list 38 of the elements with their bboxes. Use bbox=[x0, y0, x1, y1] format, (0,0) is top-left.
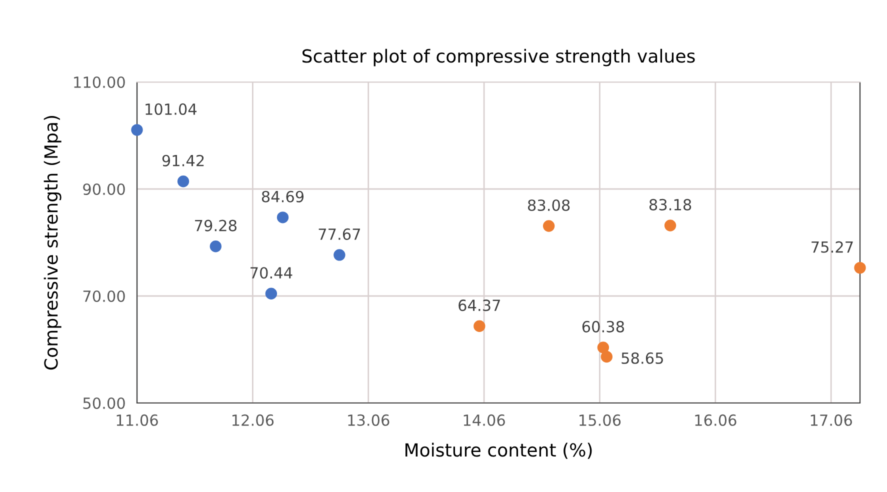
data-label: 79.28 bbox=[195, 220, 236, 232]
point bbox=[854, 262, 866, 274]
y-tick-label: 50.00 bbox=[83, 397, 125, 410]
data-label: 91.42 bbox=[162, 154, 204, 166]
data-label: 83.08 bbox=[528, 199, 570, 212]
y-axis-title: Compressive strength (Mpa) bbox=[44, 116, 62, 370]
x-tick-label: 15.06 bbox=[580, 414, 621, 426]
point bbox=[210, 240, 222, 252]
point bbox=[600, 350, 613, 363]
x-tick-label: 12.06 bbox=[232, 414, 274, 426]
x-tick-label: 14.06 bbox=[464, 414, 505, 426]
x-tick-label: 17.06 bbox=[810, 414, 852, 426]
data-label: 58.65 bbox=[622, 352, 663, 364]
y-tick-label: 110.00 bbox=[74, 76, 125, 88]
data-label: 60.38 bbox=[582, 320, 624, 332]
point bbox=[664, 220, 676, 232]
x-axis-title: Moisture content (%) bbox=[406, 442, 592, 459]
data-label: 75.27 bbox=[812, 241, 853, 253]
data-label: 77.67 bbox=[318, 228, 360, 240]
y-tick-label: 90.00 bbox=[83, 183, 125, 196]
point bbox=[131, 124, 143, 136]
point bbox=[334, 249, 346, 261]
data-label: 84.69 bbox=[262, 190, 304, 202]
y-tick-label: 70.00 bbox=[83, 290, 125, 302]
point bbox=[542, 220, 555, 232]
point bbox=[276, 212, 289, 224]
x-tick-label: 13.06 bbox=[348, 414, 390, 426]
data-label: 70.44 bbox=[250, 267, 292, 279]
chart-title: Scatter plot of compressive strength values bbox=[302, 48, 695, 66]
x-tick-label: 16.06 bbox=[695, 414, 736, 426]
data-label: 101.04 bbox=[146, 103, 197, 115]
x-tick-label: 11.06 bbox=[116, 414, 158, 426]
point bbox=[177, 176, 190, 188]
point bbox=[474, 320, 486, 332]
data-label: 83.18 bbox=[649, 198, 692, 210]
data-label: 64.37 bbox=[458, 300, 500, 312]
point bbox=[597, 342, 610, 354]
point bbox=[265, 288, 278, 300]
